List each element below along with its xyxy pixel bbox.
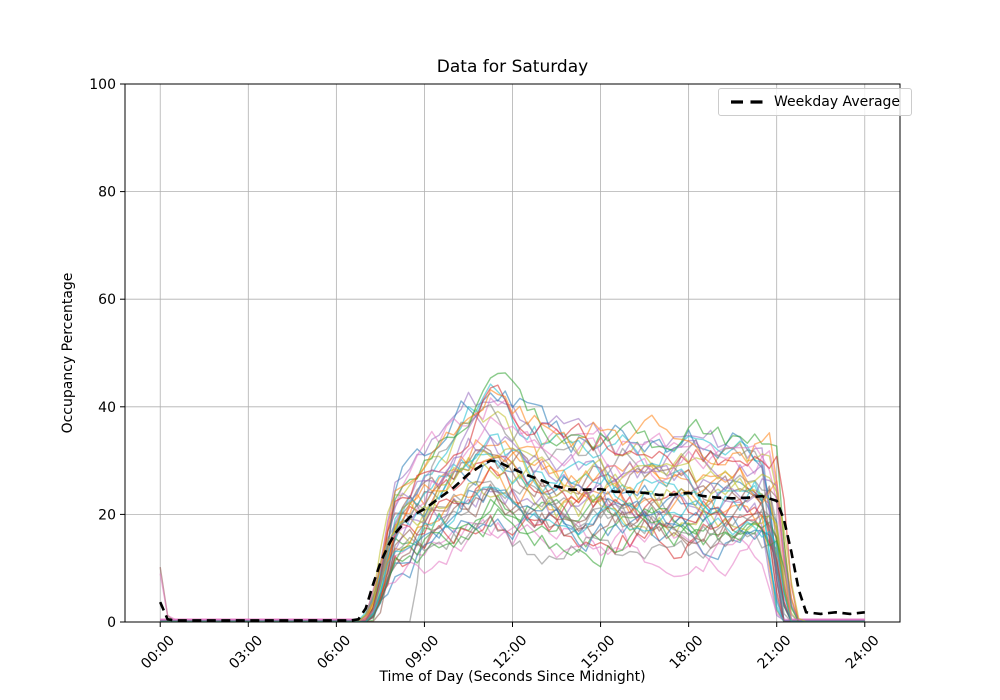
x-tick-label: 06:00 (314, 633, 354, 673)
legend: Weekday Average (718, 88, 913, 116)
y-tick-label: 20 (98, 507, 116, 523)
legend-entry-label: Weekday Average (774, 94, 901, 110)
x-tick-label: 15:00 (579, 633, 619, 673)
y-tick-label: 0 (107, 615, 116, 631)
y-axis-label: Occupancy Percentage (60, 272, 76, 434)
x-axis-label: Time of Day (Seconds Since Midnight) (379, 669, 646, 685)
occupancy-trace (160, 416, 865, 622)
x-tick-label: 00:00 (138, 633, 178, 673)
x-tick-label: 21:00 (755, 633, 795, 673)
y-tick-label: 100 (89, 77, 116, 93)
x-tick-label: 18:00 (667, 633, 707, 673)
y-tick-label: 60 (98, 292, 116, 308)
x-tick-label: 24:00 (843, 633, 883, 673)
weekday-average-line (159, 459, 865, 622)
chart-title: Data for Saturday (436, 57, 589, 77)
x-tick-label: 09:00 (402, 633, 442, 673)
y-tick-label: 80 (98, 185, 116, 201)
x-tick-label: 12:00 (490, 633, 530, 673)
y-tick-label: 40 (98, 400, 116, 416)
x-tick-label: 03:00 (226, 633, 266, 673)
legend-dash-sample-icon (731, 100, 763, 104)
